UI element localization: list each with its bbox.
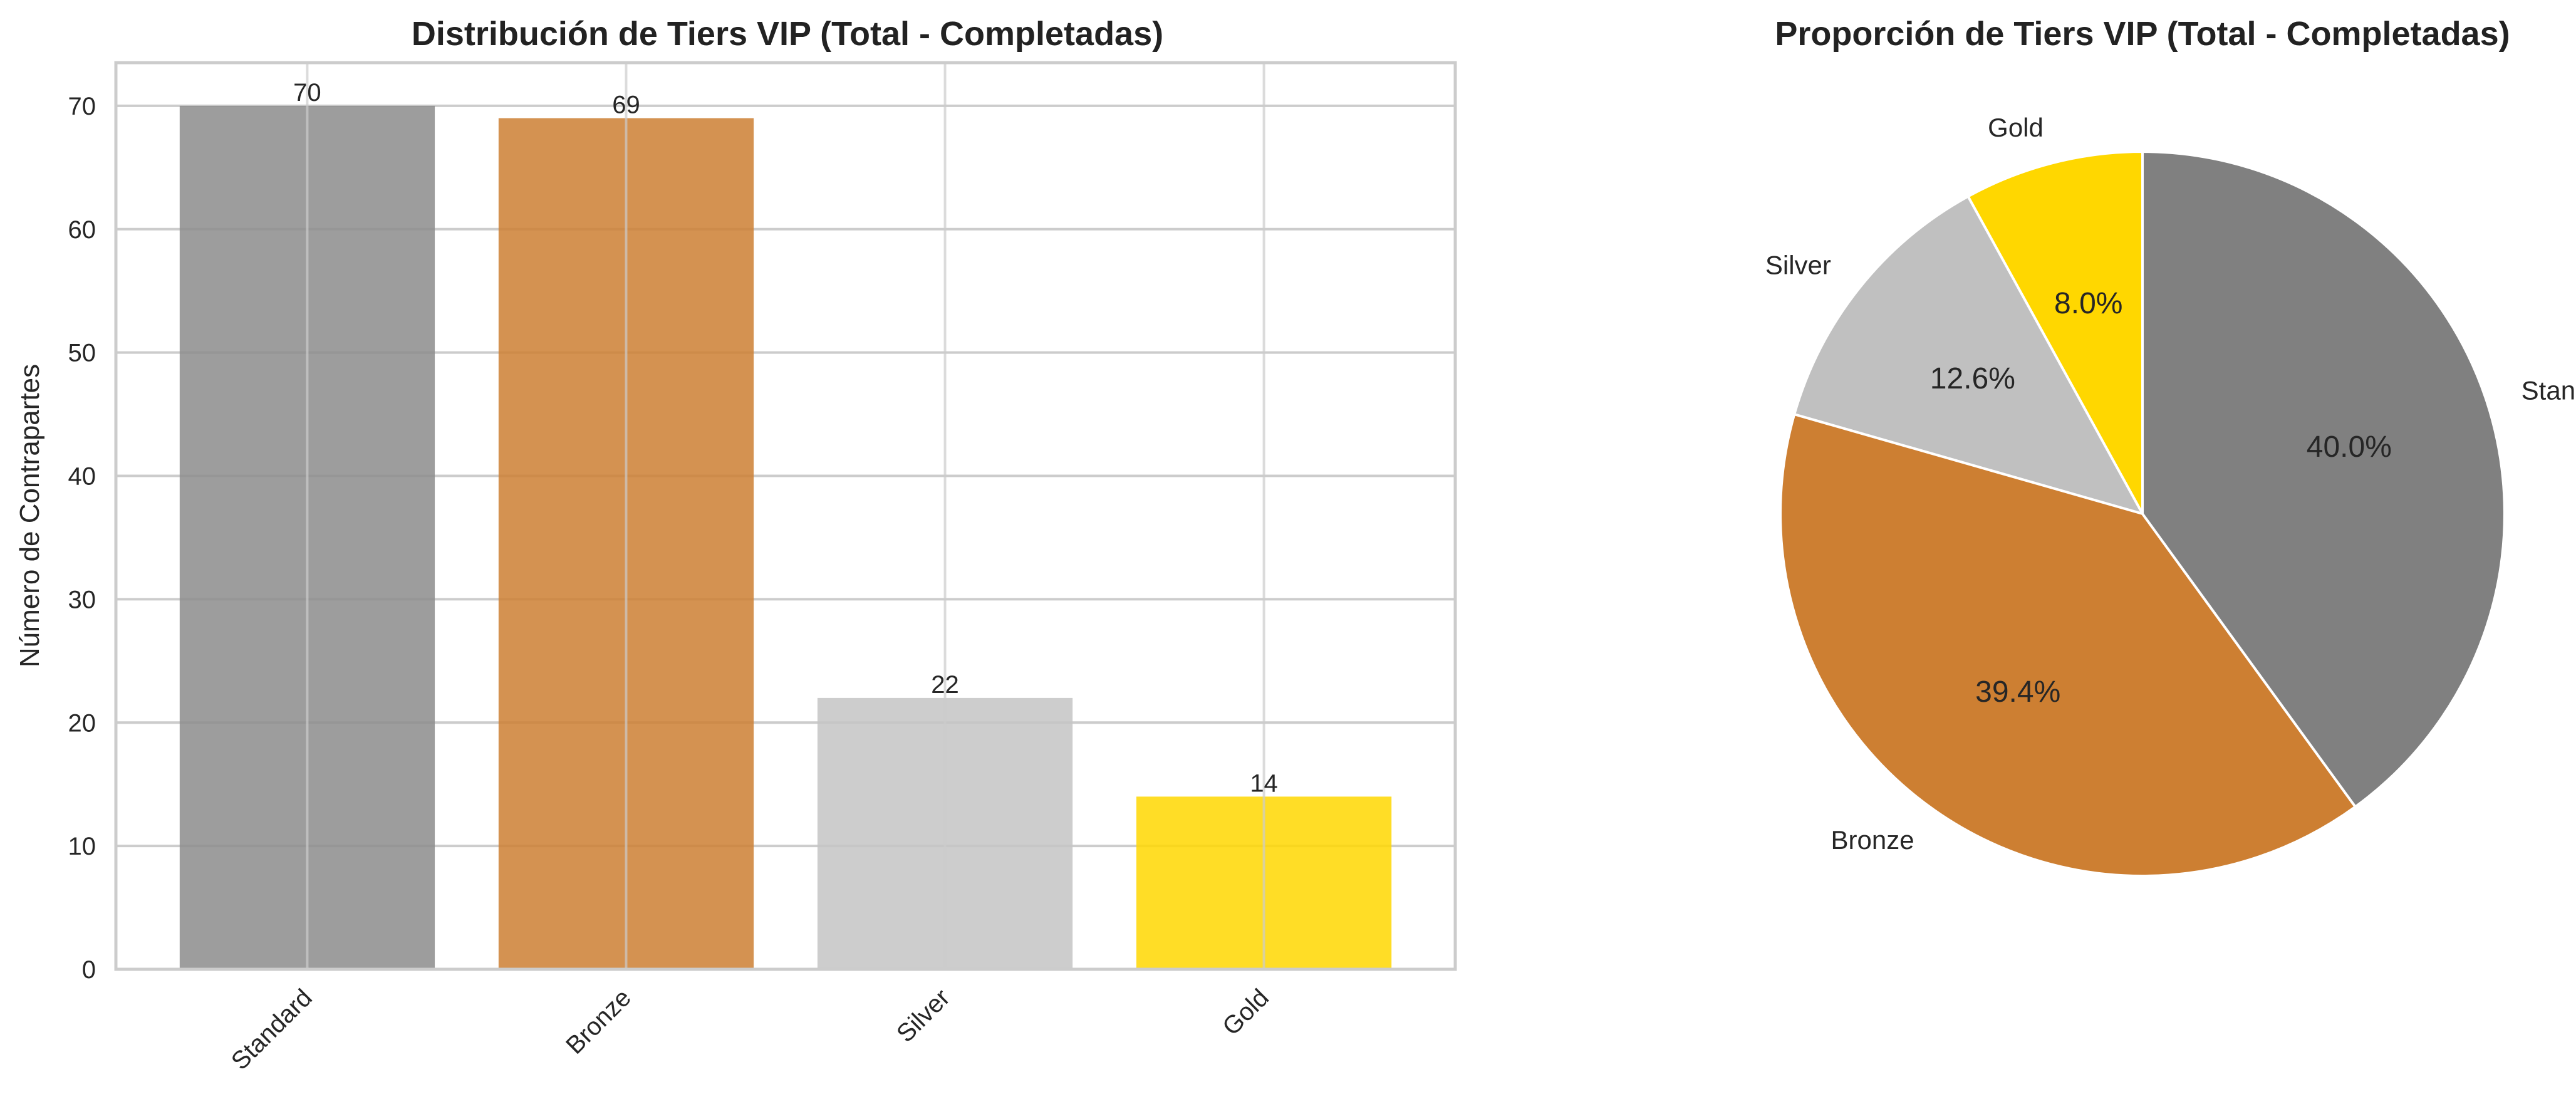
x-tick-label-silver: Silver <box>891 984 955 1048</box>
pie-percent-label-silver: 12.6% <box>1930 362 2015 395</box>
pie-chart: Proporción de Tiers VIP (Total - Complet… <box>1765 15 2576 877</box>
pie-slice-bronze <box>1779 412 2357 877</box>
pie-slice-standard <box>2141 150 2506 809</box>
pie-label-bronze: Bronze <box>1831 825 1914 855</box>
pie-chart-slices <box>1779 150 2506 877</box>
bar-chart-x-ticks: Standard Bronze Silver Gold <box>226 984 1274 1075</box>
pie-label-standard: Standard <box>2521 376 2576 405</box>
x-tick-label-standard: Standard <box>226 984 318 1075</box>
pie-label-gold: Gold <box>1988 113 2044 142</box>
pie-slice-gold <box>1966 150 2144 514</box>
bar-chart-title: Distribución de Tiers VIP (Total - Compl… <box>412 15 1163 53</box>
bar-chart-value-labels: 70 69 22 14 <box>293 79 1278 797</box>
pie-chart-title: Proporción de Tiers VIP (Total - Complet… <box>1775 15 2510 53</box>
bar-value-label-standard: 70 <box>293 79 321 107</box>
pie-label-silver: Silver <box>1765 251 1831 280</box>
bar-chart-bars <box>179 105 1392 970</box>
y-tick-label-20: 20 <box>68 709 96 737</box>
bar-value-label-gold: 14 <box>1250 769 1278 797</box>
bar-chart-y-ticks: 0 10 20 30 40 50 60 70 <box>68 93 96 984</box>
y-tick-label-40: 40 <box>68 463 96 491</box>
pie-slice-silver <box>1792 194 2146 516</box>
y-tick-label-30: 30 <box>68 586 96 613</box>
y-tick-label-70: 70 <box>68 93 96 120</box>
y-tick-label-50: 50 <box>68 340 96 367</box>
y-tick-label-60: 60 <box>68 216 96 244</box>
pie-chart-labels: Gold 8.0% Silver 12.6% Bronze 39.4% Standard 40… <box>1765 113 2576 855</box>
pie-percent-label-bronze: 39.4% <box>1975 675 2060 709</box>
bar-value-label-silver: 22 <box>931 671 959 699</box>
pie-percent-label-standard: 40.0% <box>2307 430 2392 464</box>
bar-chart: Distribución de Tiers VIP (Total - Compl… <box>14 15 1457 1075</box>
pie-percent-label-gold: 8.0% <box>2054 287 2122 320</box>
y-tick-label-10: 10 <box>68 833 96 860</box>
x-tick-label-gold: Gold <box>1217 984 1274 1041</box>
bar-chart-y-axis-label: Número de Contrapartes <box>14 364 45 667</box>
y-tick-label-0: 0 <box>82 956 96 984</box>
x-tick-label-bronze: Bronze <box>561 984 636 1060</box>
bar-chart-frame <box>114 61 1457 971</box>
bar-value-label-bronze: 69 <box>612 91 640 119</box>
